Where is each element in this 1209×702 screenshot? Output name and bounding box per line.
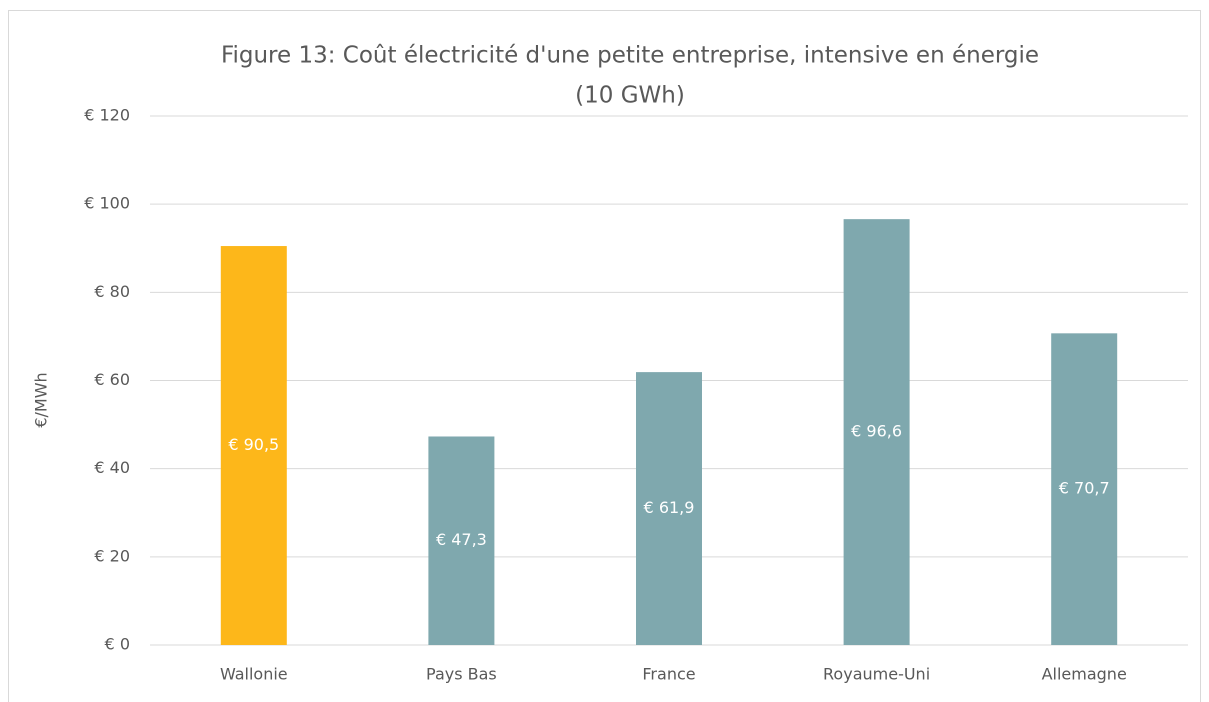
bar: [428, 436, 495, 645]
data-label: € 61,9: [644, 498, 695, 517]
bar: [636, 372, 702, 645]
bar: [1051, 333, 1118, 645]
x-tick-label: Pays Bas: [426, 665, 497, 684]
chart-frame: [8, 10, 1201, 702]
x-tick-label: Wallonie: [220, 665, 288, 684]
y-tick-label: € 0: [105, 635, 130, 654]
bar: [843, 219, 910, 645]
y-tick-label: € 20: [94, 546, 130, 565]
y-tick-label: € 40: [94, 458, 130, 477]
y-tick-label: € 80: [94, 282, 130, 301]
y-axis-label: €/MWh: [32, 372, 51, 427]
x-tick-label: Royaume-Uni: [823, 665, 930, 684]
chart-title: Figure 13: Coût électricité d'une petite…: [221, 43, 1039, 69]
x-tick-label: Allemagne: [1042, 665, 1127, 684]
x-tick-label: France: [642, 665, 695, 684]
chart-title: (10 GWh): [575, 83, 685, 109]
data-label: € 90,5: [228, 435, 279, 454]
data-label: € 70,7: [1059, 479, 1110, 498]
y-tick-label: € 60: [94, 370, 130, 389]
bar: [220, 246, 287, 645]
y-tick-label: € 100: [84, 194, 130, 213]
data-label: € 47,3: [436, 530, 487, 549]
data-label: € 96,6: [851, 422, 902, 441]
y-tick-label: € 120: [84, 106, 130, 125]
